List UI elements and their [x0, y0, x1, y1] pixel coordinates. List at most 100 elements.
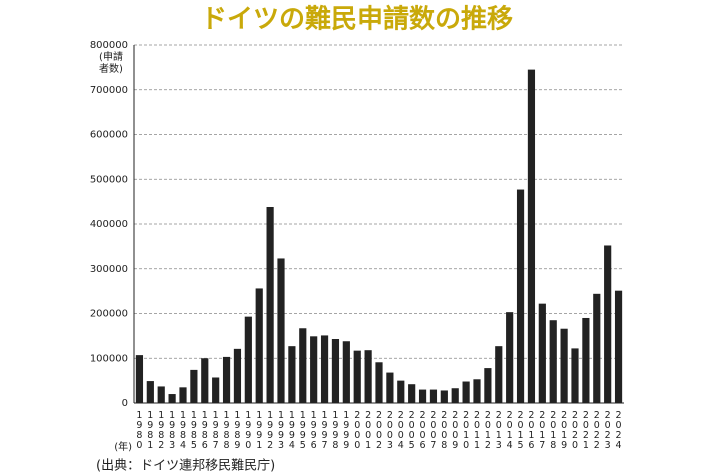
- y-tick-label: 700000: [90, 85, 128, 96]
- x-tick-label: 1991: [254, 410, 265, 450]
- bar: [364, 350, 372, 403]
- bar: [233, 348, 242, 403]
- x-tick-label: 2018: [548, 410, 559, 450]
- bar: [201, 358, 209, 403]
- x-tick-label: 2000: [352, 410, 363, 450]
- x-tick-label: 2016: [526, 410, 537, 450]
- x-tick-label: 2019: [559, 410, 570, 450]
- x-tick-label: 2017: [537, 410, 548, 450]
- x-tick-label: 1984: [178, 410, 189, 450]
- x-tick-label: 1997: [319, 410, 330, 450]
- x-tick-label: 2013: [493, 410, 504, 450]
- y-tick-label: 800000: [90, 40, 128, 51]
- x-tick-label: 1990: [243, 410, 254, 450]
- bar: [353, 350, 361, 403]
- bar: [320, 335, 329, 403]
- bar: [386, 372, 394, 403]
- x-tick-label: 2012: [482, 410, 493, 450]
- bar: [212, 377, 220, 403]
- bar: [549, 320, 557, 403]
- y-tick-label: 500000: [90, 174, 128, 185]
- x-tick-label: 1988: [221, 410, 232, 450]
- x-tick-label: 1987: [210, 410, 221, 450]
- x-tick-label: 2007: [428, 410, 439, 450]
- x-tick-label: 2022: [591, 410, 602, 450]
- bar: [560, 328, 568, 403]
- bar: [538, 303, 546, 403]
- bar: [451, 388, 459, 403]
- x-tick-label: 1982: [156, 410, 167, 450]
- bar: [135, 355, 144, 403]
- source-note: (出典：ドイツ連邦移民難民庁): [96, 459, 275, 474]
- bar: [429, 389, 438, 403]
- bar: [310, 336, 318, 403]
- x-tick-label: 2024: [613, 410, 624, 450]
- x-tick-label: 2008: [439, 410, 450, 450]
- x-tick-label: 1993: [276, 410, 287, 450]
- bar: [484, 368, 492, 403]
- x-tick-label: 2009: [450, 410, 461, 450]
- x-tick-label: 2014: [504, 410, 515, 450]
- bar: [375, 362, 383, 403]
- x-tick-label: 1995: [297, 410, 308, 450]
- chart-title: ドイツの難民申請数の推移: [201, 4, 513, 35]
- bar: [266, 206, 274, 403]
- x-tick-label: 2006: [417, 410, 428, 450]
- bar: [299, 328, 307, 403]
- y-tick-label: 200000: [90, 309, 128, 320]
- bar: [342, 341, 350, 403]
- y-tick-label: 600000: [90, 130, 128, 141]
- x-tick-label: 2003: [384, 410, 395, 450]
- x-tick-label: 2011: [472, 410, 483, 450]
- y-tick-label: 0: [122, 398, 128, 409]
- bar: [495, 346, 503, 403]
- bar: [255, 288, 263, 403]
- x-tick-label: 1996: [308, 410, 319, 450]
- bar: [418, 389, 427, 403]
- x-tick-label: 1998: [330, 410, 341, 450]
- bar: [506, 312, 514, 403]
- bar: [146, 381, 154, 403]
- bar: [331, 339, 340, 403]
- y-tick-label: 400000: [90, 219, 128, 230]
- x-axis-label: (年): [114, 440, 132, 453]
- bar: [614, 290, 623, 403]
- bar: [462, 381, 470, 403]
- bar: [288, 346, 296, 403]
- x-tick-label: 2002: [374, 410, 385, 450]
- x-tick-label: 2010: [461, 410, 472, 450]
- bar: [440, 390, 448, 403]
- x-tick-label: 1981: [145, 410, 156, 450]
- x-tick-label: 2023: [602, 410, 613, 450]
- bar: [408, 384, 416, 403]
- bar: [397, 380, 405, 403]
- bar: [571, 348, 579, 403]
- bar: [604, 245, 612, 403]
- x-tick-label: 1986: [199, 410, 210, 450]
- bar: [516, 189, 525, 403]
- bar: [168, 394, 176, 403]
- x-tick-label: 1999: [341, 410, 352, 450]
- bar: [593, 293, 601, 403]
- bar: [473, 379, 481, 403]
- y-tick-label: 100000: [90, 353, 128, 364]
- bar: [277, 258, 285, 403]
- x-tick-label: 1985: [188, 410, 199, 450]
- x-tick-label: 2001: [363, 410, 374, 450]
- x-tick-label: 1994: [286, 410, 297, 450]
- x-tick-label: 1980: [134, 410, 145, 450]
- bar: [582, 317, 590, 403]
- x-tick-label: 2005: [406, 410, 417, 450]
- bar: [222, 356, 231, 403]
- bar: [190, 369, 198, 403]
- y-axis-label: (申請者数): [99, 52, 123, 75]
- x-tick-label: 2004: [395, 410, 406, 450]
- x-tick-label: 1992: [265, 410, 276, 450]
- bar: [244, 316, 252, 403]
- x-tick-label: 2015: [515, 410, 526, 450]
- bar: [157, 386, 165, 403]
- bar: [179, 387, 187, 403]
- y-tick-label: 300000: [90, 264, 128, 275]
